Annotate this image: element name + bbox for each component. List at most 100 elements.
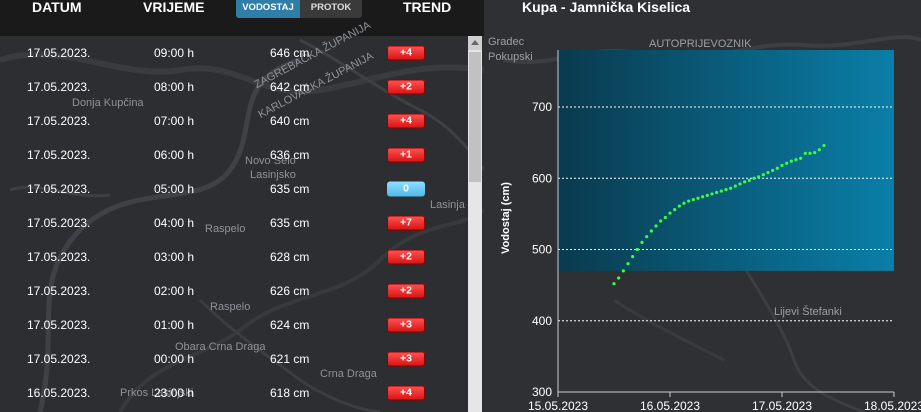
data-points bbox=[612, 143, 826, 286]
data-point bbox=[775, 166, 779, 170]
data-point bbox=[724, 188, 728, 192]
data-point bbox=[780, 163, 784, 168]
data-point bbox=[808, 151, 812, 155]
column-header-datum: DATUM bbox=[32, 0, 82, 15]
row-date: 17.05.2023. bbox=[27, 114, 91, 128]
table-row: 17.05.2023. 03:00 h 628 cm +2 bbox=[0, 240, 470, 274]
water-level-table: DATUM VRIJEME VODOSTAJ PROTOK TREND Donj… bbox=[0, 0, 484, 412]
table-row: 16.05.2023. 23:00 h 618 cm +4 bbox=[0, 376, 470, 410]
data-point bbox=[696, 196, 700, 200]
column-header-vrijeme: VRIJEME bbox=[143, 0, 205, 15]
chart-map-labels: Gradec Pokupski AUTOPRIJEVOZNIK Lijevi Š… bbox=[488, 36, 842, 318]
row-level: 646 cm bbox=[270, 46, 310, 60]
table-row: 17.05.2023. 01:00 h 624 cm +3 bbox=[0, 308, 470, 342]
data-point bbox=[617, 276, 621, 280]
trend-badge: +2 bbox=[387, 283, 425, 299]
row-date: 17.05.2023. bbox=[27, 182, 91, 196]
row-time: 23:00 h bbox=[154, 386, 195, 400]
row-time: 03:00 h bbox=[154, 250, 195, 264]
data-point bbox=[785, 161, 789, 165]
data-point bbox=[719, 189, 723, 193]
trend-badge: +2 bbox=[387, 249, 425, 265]
trend-badge: +7 bbox=[387, 215, 425, 231]
data-point bbox=[761, 173, 765, 177]
row-level: 635 cm bbox=[270, 182, 310, 196]
row-time: 04:00 h bbox=[154, 216, 195, 230]
toggle-vodostaj[interactable]: VODOSTAJ bbox=[236, 0, 300, 18]
map-label-autoprijevoznik: AUTOPRIJEVOZNIK bbox=[649, 38, 752, 50]
data-point bbox=[715, 190, 719, 195]
data-point bbox=[631, 255, 635, 259]
row-date: 17.05.2023. bbox=[27, 216, 91, 230]
data-point bbox=[747, 178, 751, 182]
map-label-lijevi: Lijevi Štefanki bbox=[774, 305, 842, 318]
y-tick-label: 700 bbox=[532, 100, 552, 114]
data-point bbox=[794, 158, 798, 162]
row-level: 636 cm bbox=[270, 148, 310, 162]
y-tick-label: 600 bbox=[532, 171, 552, 185]
scroll-thumb[interactable] bbox=[469, 52, 481, 182]
data-point bbox=[626, 262, 630, 266]
data-point bbox=[817, 148, 821, 152]
column-header-trend: TREND bbox=[403, 0, 452, 15]
data-point bbox=[635, 247, 639, 252]
row-level: 640 cm bbox=[270, 114, 310, 128]
row-date: 17.05.2023. bbox=[27, 250, 91, 264]
row-level: 642 cm bbox=[270, 80, 310, 94]
row-level: 624 cm bbox=[270, 318, 310, 332]
data-point bbox=[813, 151, 817, 155]
trend-badge: +1 bbox=[387, 147, 425, 163]
trend-badge: +4 bbox=[387, 113, 425, 129]
data-point bbox=[677, 204, 681, 208]
trend-badge: +2 bbox=[387, 79, 425, 95]
map-label-gradec: Gradec bbox=[488, 36, 525, 48]
table-header: DATUM VRIJEME VODOSTAJ PROTOK TREND bbox=[0, 0, 484, 36]
data-point bbox=[799, 156, 803, 160]
y-axis-label: Vodostaj (cm) bbox=[500, 182, 512, 254]
data-point bbox=[766, 170, 770, 175]
data-point bbox=[729, 186, 733, 190]
water-level-chart: Gradec Pokupski AUTOPRIJEVOZNIK Lijevi Š… bbox=[484, 0, 921, 412]
data-point bbox=[789, 159, 793, 163]
data-point bbox=[645, 235, 649, 239]
table-row: 17.05.2023. 00:00 h 621 cm +3 bbox=[0, 342, 470, 376]
trend-badge: +4 bbox=[387, 385, 425, 401]
row-level: 621 cm bbox=[270, 352, 310, 366]
table-row: 17.05.2023. 07:00 h 640 cm +4 bbox=[0, 104, 470, 138]
data-point bbox=[701, 195, 705, 199]
data-point bbox=[668, 211, 672, 215]
data-point bbox=[621, 269, 625, 273]
plot-shaded-band bbox=[558, 50, 894, 271]
row-level: 628 cm bbox=[270, 250, 310, 264]
data-point bbox=[710, 192, 714, 196]
scroll-up-arrow-icon[interactable] bbox=[468, 36, 482, 50]
trend-badge: 0 bbox=[387, 181, 425, 197]
row-level: 618 cm bbox=[270, 386, 310, 400]
data-point bbox=[691, 198, 695, 202]
y-tick-label: 500 bbox=[532, 243, 552, 257]
toggle-protok[interactable]: PROTOK bbox=[310, 2, 352, 13]
table-row: 17.05.2023. 06:00 h 636 cm +1 bbox=[0, 138, 470, 172]
row-date: 17.05.2023. bbox=[27, 148, 91, 162]
data-point bbox=[640, 240, 644, 244]
row-date: 17.05.2023. bbox=[27, 284, 91, 298]
row-date: 17.05.2023. bbox=[27, 352, 91, 366]
row-time: 01:00 h bbox=[154, 318, 195, 332]
row-time: 08:00 h bbox=[154, 80, 195, 94]
table-scrollbar[interactable] bbox=[468, 36, 482, 412]
data-point bbox=[673, 208, 677, 212]
data-point bbox=[659, 219, 663, 223]
row-time: 05:00 h bbox=[154, 182, 195, 196]
row-date: 16.05.2023. bbox=[27, 386, 91, 400]
x-axis: 15.05.2023 16.05.2023 17.05.2023 18.05.2023 bbox=[528, 391, 921, 412]
x-tick-label: 17.05.2023 bbox=[752, 399, 812, 412]
table-row: 17.05.2023. 05:00 h 635 cm 0 bbox=[0, 172, 470, 206]
data-point bbox=[705, 193, 709, 197]
trend-badge: +3 bbox=[387, 317, 425, 333]
data-point bbox=[654, 224, 658, 228]
x-tick-label: 15.05.2023 bbox=[528, 399, 588, 412]
y-tick-label: 300 bbox=[532, 385, 552, 399]
row-date: 17.05.2023. bbox=[27, 318, 91, 332]
data-point bbox=[757, 175, 761, 179]
data-point bbox=[743, 180, 747, 184]
